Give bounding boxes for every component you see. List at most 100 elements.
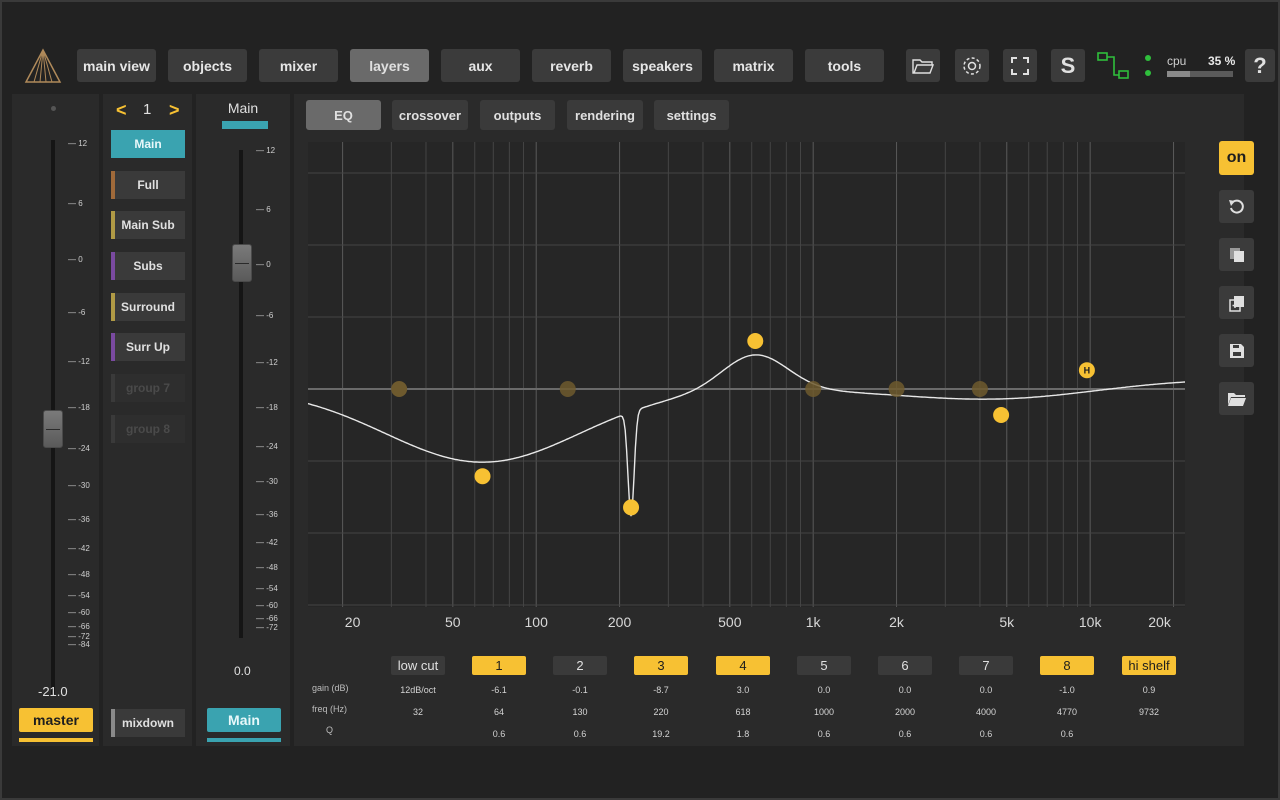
nav-tab-reverb[interactable]: reverb (532, 49, 611, 82)
band-5-freq[interactable]: 1000 (813, 707, 835, 717)
band-5-q[interactable]: 0.6 (817, 729, 831, 739)
band-8-button[interactable]: 8 (1040, 656, 1094, 675)
fullscreen-button[interactable] (1003, 49, 1037, 82)
solo-button[interactable]: S (1051, 49, 1085, 82)
hishelf-freq[interactable]: 9732 (1138, 707, 1160, 717)
band-2-freq[interactable]: 130 (572, 707, 588, 717)
band-7-q[interactable]: 0.6 (979, 729, 993, 739)
band-1-button[interactable]: 1 (472, 656, 526, 675)
eq-band-handle-1[interactable] (474, 468, 491, 485)
eq-band-handle-dot[interactable] (971, 381, 988, 397)
nav-tab-objects[interactable]: objects (168, 49, 247, 82)
eq-band-handle-dot[interactable] (805, 381, 822, 397)
band-6-q[interactable]: 0.6 (898, 729, 912, 739)
layer-item-subs[interactable]: Subs (111, 252, 185, 280)
band-6-gain[interactable]: 0.0 (898, 685, 912, 695)
band-4-button[interactable]: 4 (716, 656, 770, 675)
master-fader-knob[interactable] (43, 410, 63, 448)
lowcut-freq[interactable]: 32 (412, 707, 423, 717)
band-1-q[interactable]: 0.6 (492, 729, 506, 739)
band-2-button[interactable]: 2 (553, 656, 607, 675)
layer-item-main-sub[interactable]: Main Sub (111, 211, 185, 239)
routing-icon[interactable] (1097, 52, 1131, 80)
band-6-freq[interactable]: 2000 (894, 707, 916, 717)
eq-band-handle-7[interactable] (971, 381, 988, 397)
band-3-q[interactable]: 19.2 (652, 729, 670, 739)
band-1-freq[interactable]: 64 (493, 707, 504, 717)
band-3-gain[interactable]: -8.7 (653, 685, 669, 695)
nav-tab-speakers[interactable]: speakers (623, 49, 702, 82)
reset-button[interactable] (1219, 190, 1254, 223)
subtab-eq[interactable]: EQ (306, 100, 381, 130)
layer-main-button[interactable]: Main (207, 708, 281, 732)
band-3-freq[interactable]: 220 (653, 707, 669, 717)
eq-hishelf-dot[interactable] (1078, 362, 1095, 379)
eq-band-handle-dot[interactable] (559, 381, 576, 397)
band-5-gain[interactable]: 0.0 (817, 685, 831, 695)
subtab-outputs[interactable]: outputs (480, 100, 555, 130)
eq-graph[interactable]: H (308, 142, 1185, 607)
eq-band-handle-5[interactable] (805, 381, 822, 397)
lowcut-button[interactable]: low cut (391, 656, 445, 675)
paste-button[interactable] (1219, 286, 1254, 319)
band-2-q[interactable]: 0.6 (573, 729, 587, 739)
nav-tab-mixer[interactable]: mixer (259, 49, 338, 82)
layer-item-main[interactable]: Main (111, 130, 185, 158)
copy-button[interactable] (1219, 238, 1254, 271)
layer-item-full[interactable]: Full (111, 171, 185, 199)
eq-band-handle-dot[interactable] (623, 499, 640, 516)
nav-tab-matrix[interactable]: matrix (714, 49, 793, 82)
eq-band-handle-2[interactable] (559, 381, 576, 397)
band-3-button[interactable]: 3 (634, 656, 688, 675)
subtab-crossover[interactable]: crossover (392, 100, 468, 130)
band-8-q[interactable]: 0.6 (1060, 729, 1074, 739)
layer-fader-knob[interactable] (232, 244, 252, 282)
nav-tab-tools[interactable]: tools (805, 49, 884, 82)
band-6-button[interactable]: 6 (878, 656, 932, 675)
band-2-gain[interactable]: -0.1 (572, 685, 588, 695)
layer-fader-track[interactable] (239, 150, 243, 638)
eq-lowcut-handle[interactable] (391, 381, 408, 397)
band-4-gain[interactable]: 3.0 (736, 685, 750, 695)
lowcut-slope[interactable]: 12dB/oct (400, 685, 436, 695)
eq-hishelf-handle[interactable]: H (1078, 362, 1095, 379)
help-button[interactable]: ? (1245, 49, 1275, 82)
settings-button[interactable] (955, 49, 989, 82)
band-4-q[interactable]: 1.8 (736, 729, 750, 739)
eq-band-handle-dot[interactable] (474, 468, 491, 485)
band-1-gain[interactable]: -6.1 (491, 685, 507, 695)
nav-tab-layers[interactable]: layers (350, 49, 429, 82)
eq-on-button[interactable]: on (1219, 141, 1254, 175)
nav-tab-main-view[interactable]: main view (77, 49, 156, 82)
hishelf-button[interactable]: hi shelf (1122, 656, 1176, 675)
subtab-settings[interactable]: settings (654, 100, 729, 130)
hishelf-gain[interactable]: 0.9 (1142, 685, 1156, 695)
save-preset-button[interactable] (1219, 334, 1254, 367)
load-preset-button[interactable] (1219, 382, 1254, 415)
eq-band-handle-dot[interactable] (888, 381, 905, 397)
band-7-button[interactable]: 7 (959, 656, 1013, 675)
layer-item-group-8[interactable]: group 8 (111, 415, 185, 443)
nav-tab-aux[interactable]: aux (441, 49, 520, 82)
layer-item-group-7[interactable]: group 7 (111, 374, 185, 402)
band-8-gain[interactable]: -1.0 (1059, 685, 1075, 695)
eq-graph-canvas[interactable]: H (308, 142, 1185, 607)
eq-band-handle-6[interactable] (888, 381, 905, 397)
band-8-freq[interactable]: 4770 (1056, 707, 1078, 717)
mixdown-button[interactable]: mixdown (111, 709, 185, 737)
eq-band-handle-3[interactable] (623, 499, 640, 516)
master-button[interactable]: master (19, 708, 93, 732)
band-5-button[interactable]: 5 (797, 656, 851, 675)
layer-item-surr-up[interactable]: Surr Up (111, 333, 185, 361)
band-7-gain[interactable]: 0.0 (979, 685, 993, 695)
layer-item-surround[interactable]: Surround (111, 293, 185, 321)
open-folder-button[interactable] (906, 49, 940, 82)
band-4-freq[interactable]: 618 (735, 707, 751, 717)
layers-next-button[interactable]: > (169, 100, 180, 120)
band-7-freq[interactable]: 4000 (975, 707, 997, 717)
subtab-rendering[interactable]: rendering (567, 100, 643, 130)
eq-band-handle-dot[interactable] (993, 407, 1010, 423)
layers-prev-button[interactable]: < (116, 100, 127, 120)
eq-band-handle-8[interactable] (993, 407, 1010, 423)
eq-band-handle-dot[interactable] (747, 333, 764, 349)
